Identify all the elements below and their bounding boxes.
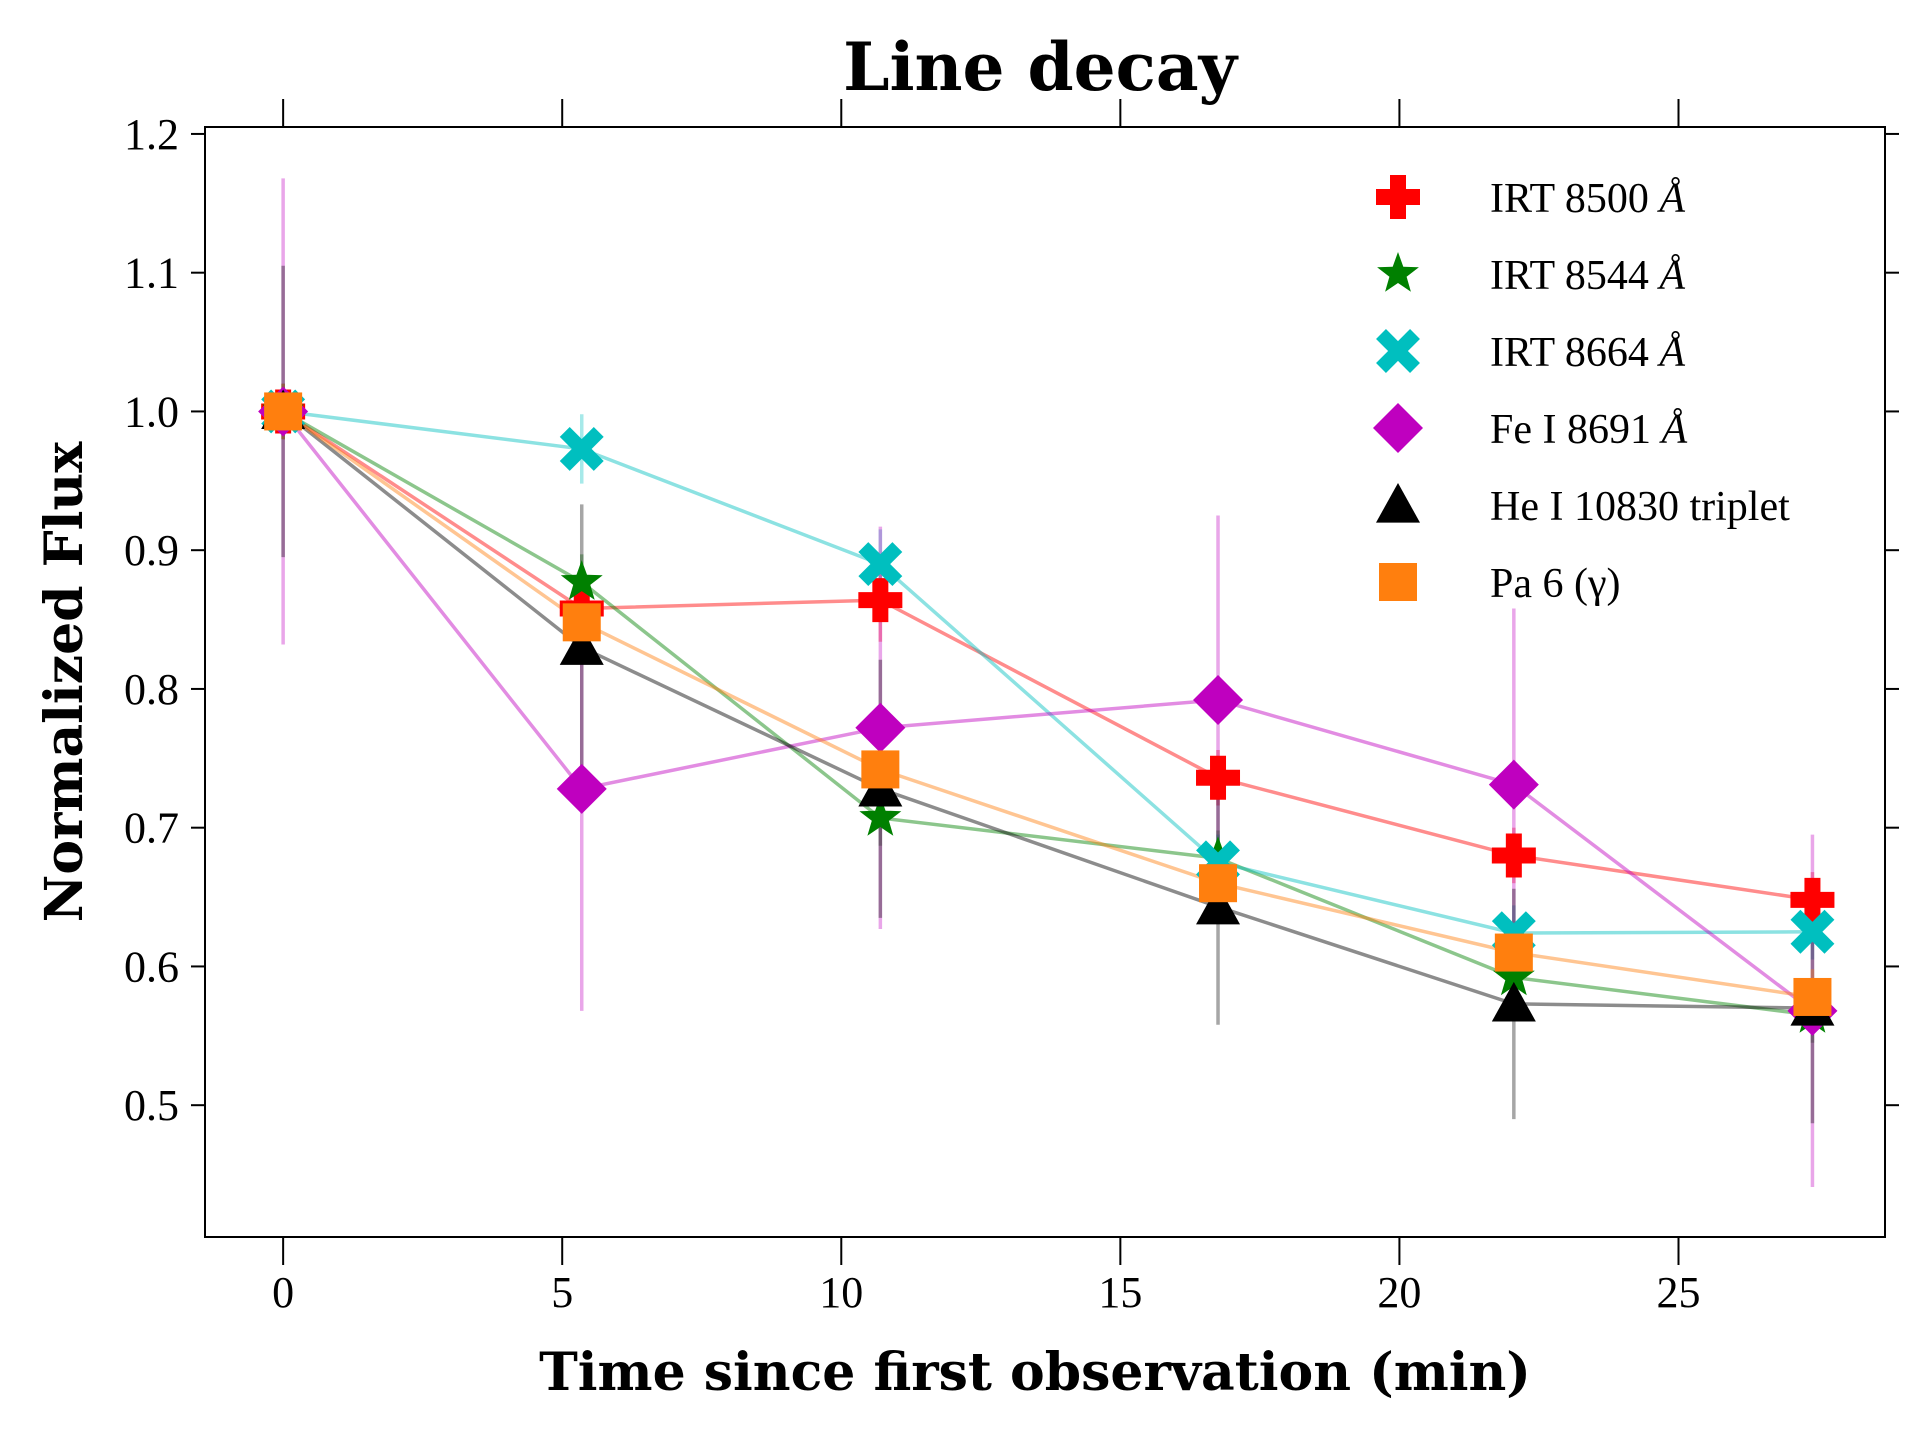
legend-item: IRT 8500 Å xyxy=(1376,175,1685,222)
x-tick-label: 15 xyxy=(1098,1268,1142,1317)
y-axis-label: Normalized Flux xyxy=(34,441,95,922)
data-point xyxy=(560,560,603,600)
data-point xyxy=(861,750,900,789)
x-tick-label: 25 xyxy=(1656,1268,1700,1317)
data-point xyxy=(1491,981,1536,1022)
legend-label: Pa 6 (γ) xyxy=(1490,561,1621,607)
data-layer xyxy=(258,178,1838,1188)
data-point xyxy=(1790,909,1835,954)
plot-frame xyxy=(204,126,1886,1238)
data-point xyxy=(1491,833,1536,878)
data-point xyxy=(1494,933,1533,972)
legend-label: He I 10830 triplet xyxy=(1490,484,1790,530)
data-point xyxy=(1488,759,1539,810)
legend-item: IRT 8664 Å xyxy=(1376,329,1685,376)
x-axis-label: Time since first observation (min) xyxy=(539,1342,1531,1403)
data-point xyxy=(1199,864,1238,903)
y-tick-label: 1.2 xyxy=(124,110,179,159)
data-point xyxy=(562,603,601,642)
series-line xyxy=(282,409,1813,935)
series-0-markers xyxy=(261,389,1835,922)
chart-title: Line decay xyxy=(843,28,1239,106)
data-point xyxy=(855,702,906,753)
data-point xyxy=(1196,755,1241,800)
legend-item: IRT 8544 Å xyxy=(1377,252,1685,299)
x-tick-label: 5 xyxy=(551,1268,573,1317)
x-tick-label: 0 xyxy=(272,1268,294,1317)
legend-label: Fe I 8691 Å xyxy=(1490,407,1688,453)
legend-item: Fe I 8691 Å xyxy=(1373,403,1688,453)
legend-item: Pa 6 (γ) xyxy=(1379,561,1621,607)
legend-unit: Å xyxy=(1649,176,1686,222)
legend-marker xyxy=(1373,403,1423,453)
legend-marker xyxy=(1376,175,1420,219)
data-point xyxy=(1196,884,1241,925)
legend-label: IRT 8664 Å xyxy=(1490,330,1685,376)
series-line xyxy=(282,409,1813,999)
x-tick-label: 10 xyxy=(819,1268,863,1317)
legend-label: IRT 8544 Å xyxy=(1490,253,1685,299)
series-5-lines xyxy=(281,383,1815,1025)
legend-unit: Å xyxy=(1649,330,1686,376)
legend-marker xyxy=(1376,329,1420,373)
legend-marker xyxy=(1376,483,1420,523)
series-4-lines xyxy=(281,265,1815,1124)
legend-label: IRT 8500 Å xyxy=(1490,176,1685,222)
y-tick-label: 0.7 xyxy=(124,804,179,853)
legend-unit: Å xyxy=(1651,407,1688,453)
data-point xyxy=(559,426,604,471)
data-point xyxy=(559,625,604,665)
y-tick-label: 1.1 xyxy=(124,249,179,298)
y-tick-label: 0.5 xyxy=(124,1081,179,1130)
y-tick-label: 1.0 xyxy=(124,387,179,436)
y-tick-label: 0.8 xyxy=(124,665,179,714)
legend-marker xyxy=(1377,252,1419,292)
legend-marker xyxy=(1379,563,1417,601)
data-point xyxy=(1790,877,1835,922)
y-tick-label: 0.6 xyxy=(124,942,179,991)
x-tick-label: 20 xyxy=(1377,1268,1421,1317)
series-line xyxy=(282,410,1813,1010)
data-point xyxy=(556,763,607,814)
legend-item: He I 10830 triplet xyxy=(1376,483,1790,530)
series-5-markers xyxy=(264,392,1832,1016)
legend: IRT 8500 Å IRT 8544 Å IRT 8664 Å Fe I 8691 … xyxy=(1373,175,1790,607)
y-tick-label: 0.9 xyxy=(124,526,179,575)
data-point xyxy=(1793,977,1832,1016)
data-point xyxy=(858,542,903,587)
legend-unit: Å xyxy=(1649,253,1686,299)
data-point xyxy=(1193,675,1244,726)
data-point xyxy=(858,578,903,623)
series-2-lines xyxy=(281,383,1815,961)
series-line xyxy=(282,409,1813,1017)
data-point xyxy=(1492,955,1535,996)
series-line xyxy=(281,410,1814,1013)
data-point xyxy=(859,796,902,836)
series-line xyxy=(282,409,1813,902)
data-point xyxy=(264,392,303,431)
